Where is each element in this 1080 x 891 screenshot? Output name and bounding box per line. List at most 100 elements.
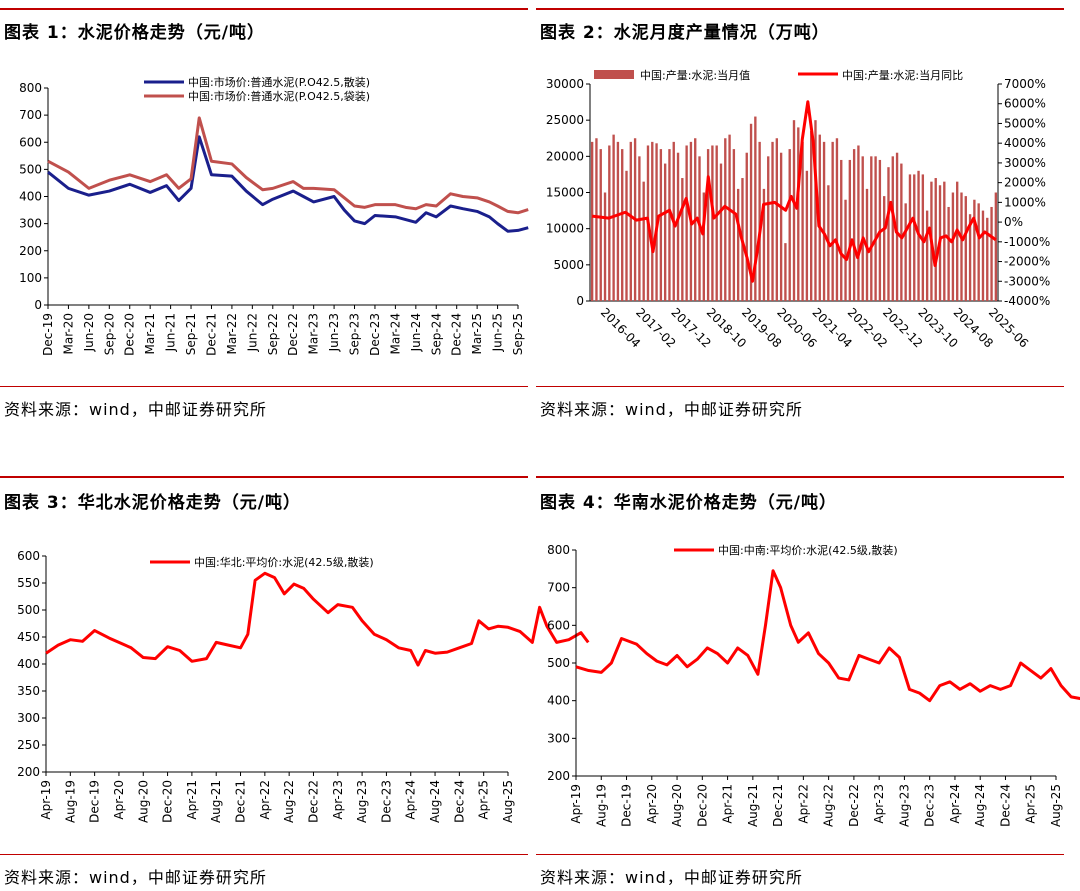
output-bar [797,127,800,302]
y-left-tick-label: 30000 [546,77,584,91]
x-tick-label: Aug-25 [501,780,515,823]
source-note: 资料来源：wind，中邮证券研究所 [4,868,267,887]
panel-cement-price: 图表 1：水泥价格走势（元/吨） 0 100 200 300 400 500 600 700 8… [0,0,529,432]
output-bar [904,203,907,301]
y-tick-label: 400 [19,190,42,204]
x-tick-label: Aug-19 [63,780,77,823]
output-bar [775,138,779,301]
x-tick-label: Jun-22 [245,313,259,352]
source-note: 资料来源：wind，中邮证券研究所 [540,868,803,887]
x-tick-label: Dec-24 [450,313,464,356]
output-bar [814,120,817,301]
x-tick-label: Aug-25 [1049,784,1063,827]
legend-label: 中国:市场价:普通水泥(P.O42.5,袋装) [188,89,370,103]
output-bar [736,188,740,301]
x-tick-label: Apr-22 [796,784,810,824]
output-bar [754,116,757,301]
x-tick-label: Dec-22 [847,784,861,827]
title-rule [0,476,528,478]
output-bar [801,141,804,301]
y-tick-label: 450 [17,630,40,644]
output-bar [908,174,912,301]
x-tick-label: Aug-20 [136,780,150,823]
y-tick-label: 200 [547,769,570,783]
y-right-tick-label: -4000% [1004,294,1050,308]
x-tick-label: Sep-22 [266,313,280,355]
x-tick-label: Aug-20 [670,784,684,827]
output-bar [964,196,967,301]
output-bar [900,163,903,301]
output-bar [994,192,998,301]
y-tick-label: 800 [19,81,42,95]
y-left-tick-label: 0 [576,294,584,308]
output-bar [968,214,972,301]
output-bar [943,181,946,301]
y-tick-label: 0 [34,298,42,312]
legend-bar-label: 中国:产量:水泥:当月值 [640,68,750,82]
output-bar [625,170,628,301]
x-tick-label: Apr-20 [645,784,659,824]
output-bar [659,149,663,301]
x-tick-label: Jun-21 [164,313,178,352]
output-bar [951,192,955,301]
output-bar [891,156,894,301]
output-bar [844,199,847,301]
chart-south-china-price: 200 300 400 500 600 700 800 Apr-19 Aug-19 Dec-19 A… [547,543,1080,827]
output-bar [947,206,950,301]
source-rule [0,854,528,855]
x-tick-label: Apr-20 [112,780,126,820]
source-note: 资料来源：wind，中邮证券研究所 [540,400,803,419]
legend-line-label: 中国:产量:水泥:当月同比 [842,68,963,82]
output-bar [767,156,770,301]
output-bar [668,149,671,301]
x-tick-label: Dec-20 [123,313,137,356]
x-tick-label: Apr-19 [39,780,53,820]
x-tick-label: Mar-20 [61,313,75,354]
x-tick-label: Apr-24 [404,780,418,820]
y-tick-label: 500 [17,603,40,617]
series-line-1 [45,571,590,667]
y-right-tick-label: 3000% [1004,156,1046,170]
x-tick-label: Dec-19 [88,780,102,823]
output-bar [809,131,813,301]
output-bar [616,141,620,301]
y-tick-label: 700 [547,581,570,595]
y-right-tick-label: -3000% [1004,274,1050,288]
y-right-tick-label: 1000% [1004,195,1046,209]
output-bar [719,163,723,301]
output-bar [887,167,890,301]
x-tick-label: Dec-20 [695,784,709,827]
output-bar [960,192,963,301]
x-tick-label: Dec-24 [998,784,1012,827]
panel-north-china-price: 图表 3：华北水泥价格走势（元/吨） 200 250 300 350 400 450 500… [0,468,590,891]
x-tick-label: Jun-25 [491,313,505,352]
x-tick-label: Dec-21 [234,780,248,823]
output-bar [663,163,667,301]
output-bar [642,181,645,301]
output-bar [956,181,959,301]
x-tick-label: Dec-22 [286,313,300,356]
output-bar [835,138,839,301]
y-right-tick-label: 7000% [1004,77,1046,91]
output-bar [792,120,796,301]
y-right-tick-label: 2000% [1004,176,1046,190]
output-bar [702,192,705,301]
output-bar [608,145,611,301]
output-bar [857,145,860,301]
title-rule [536,8,1064,10]
series-line-1 [575,569,1080,703]
x-tick-label: Dec-22 [306,780,320,823]
output-bar [762,188,766,301]
x-tick-label: Sep-21 [184,313,198,355]
output-bar [728,134,731,301]
chart-cement-price: 0 100 200 300 400 500 600 700 800 Dec-19 Mar-20 Jun… [19,75,529,356]
y-left-tick-label: 25000 [546,113,584,127]
x-tick-label: Aug-22 [822,784,836,827]
y-tick-label: 700 [19,108,42,122]
y-tick-label: 400 [547,694,570,708]
y-left-tick-label: 15000 [546,186,584,200]
legend-label: 中国:市场价:普通水泥(P.O42.5,散装) [188,75,370,89]
output-bar [676,152,680,301]
y-right-tick-label: 5000% [1004,116,1046,130]
output-bar [986,217,989,301]
